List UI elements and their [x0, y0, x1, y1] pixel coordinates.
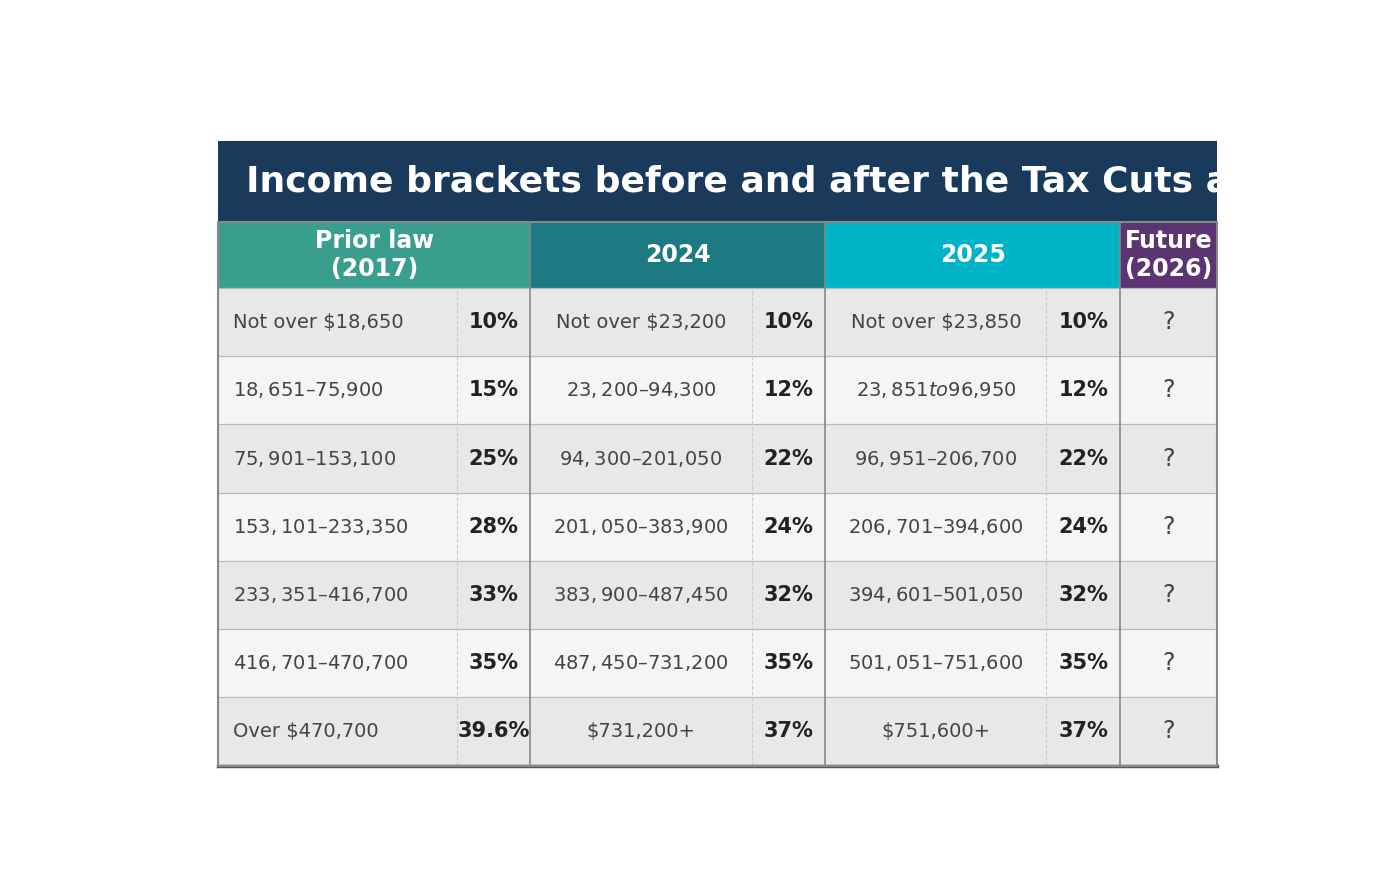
Bar [218, 629, 1217, 698]
Text: $731,200+: $731,200+ [587, 722, 696, 741]
Text: 22%: 22% [1058, 448, 1109, 469]
Text: $94,300 – $201,050: $94,300 – $201,050 [560, 448, 722, 469]
Bar [218, 424, 1217, 493]
Text: 35%: 35% [469, 653, 518, 674]
Text: ?: ? [1162, 446, 1175, 470]
Bar [1120, 223, 1217, 288]
Text: 37%: 37% [1058, 722, 1109, 741]
Text: Future
(2026): Future (2026) [1124, 229, 1212, 281]
Text: 12%: 12% [1058, 380, 1109, 400]
Text: $23,851 to $96,950: $23,851 to $96,950 [855, 380, 1016, 400]
Text: 24%: 24% [763, 517, 813, 536]
Text: $75,901 – $153,100: $75,901 – $153,100 [232, 448, 396, 469]
Text: $153,101 – $233,350: $153,101 – $233,350 [232, 517, 407, 536]
Text: 24%: 24% [1058, 517, 1109, 536]
Text: ?: ? [1162, 719, 1175, 743]
Text: 12%: 12% [763, 380, 813, 400]
Text: $18,651 – $75,900: $18,651 – $75,900 [232, 380, 384, 400]
Text: 25%: 25% [469, 448, 518, 469]
Bar [218, 356, 1217, 424]
Text: 35%: 35% [763, 653, 813, 674]
Text: $206,701 – $394,600: $206,701 – $394,600 [848, 517, 1023, 536]
Text: 32%: 32% [1058, 585, 1109, 605]
Text: ?: ? [1162, 379, 1175, 402]
Text: 32%: 32% [763, 585, 813, 605]
Text: ?: ? [1162, 651, 1175, 675]
Bar [218, 560, 1217, 629]
Text: Not over $23,850: Not over $23,850 [851, 313, 1021, 331]
Text: 2025: 2025 [939, 243, 1005, 267]
Text: $201,050 – $383,900: $201,050 – $383,900 [553, 517, 728, 536]
Bar [218, 493, 1217, 560]
Text: Prior law
(2017): Prior law (2017) [315, 229, 434, 281]
Text: $487,450 – $731,200: $487,450 – $731,200 [553, 653, 728, 674]
Text: $501,051 – $751,600: $501,051 – $751,600 [848, 653, 1023, 674]
Text: ?: ? [1162, 515, 1175, 539]
Text: Over $470,700: Over $470,700 [232, 722, 378, 741]
Text: $383,900 – $487,450: $383,900 – $487,450 [553, 585, 728, 605]
Text: 10%: 10% [1058, 312, 1109, 332]
Text: 33%: 33% [469, 585, 518, 605]
Bar [218, 288, 1217, 356]
Text: $394,601 – $501,050: $394,601 – $501,050 [848, 585, 1023, 605]
Text: 15%: 15% [469, 380, 518, 400]
Text: ?: ? [1162, 583, 1175, 607]
Bar [218, 698, 1217, 765]
Text: 37%: 37% [763, 722, 813, 741]
Text: Not over $18,650: Not over $18,650 [232, 313, 403, 331]
Text: ?: ? [1162, 310, 1175, 334]
Text: $23,200 – $94,300: $23,200 – $94,300 [566, 380, 717, 400]
Text: Income brackets before and after the Tax Cuts and Jobs Act: Income brackets before and after the Tax… [245, 165, 1400, 199]
Text: 10%: 10% [469, 312, 518, 332]
Text: 39.6%: 39.6% [458, 722, 529, 741]
Text: 10%: 10% [763, 312, 813, 332]
Bar [218, 223, 531, 288]
Text: 35%: 35% [1058, 653, 1109, 674]
Bar [218, 141, 1217, 223]
Text: Not over $23,200: Not over $23,200 [556, 313, 727, 331]
Text: $233,351 – $416,700: $233,351 – $416,700 [232, 585, 407, 605]
Text: $751,600+: $751,600+ [881, 722, 990, 741]
Text: 22%: 22% [763, 448, 813, 469]
Text: 2024: 2024 [645, 243, 711, 267]
Text: 28%: 28% [469, 517, 518, 536]
Bar [531, 223, 825, 288]
Bar [825, 223, 1120, 288]
Text: $416,701 – $470,700: $416,701 – $470,700 [232, 653, 407, 674]
Text: $96,951 – $206,700: $96,951 – $206,700 [854, 448, 1018, 469]
